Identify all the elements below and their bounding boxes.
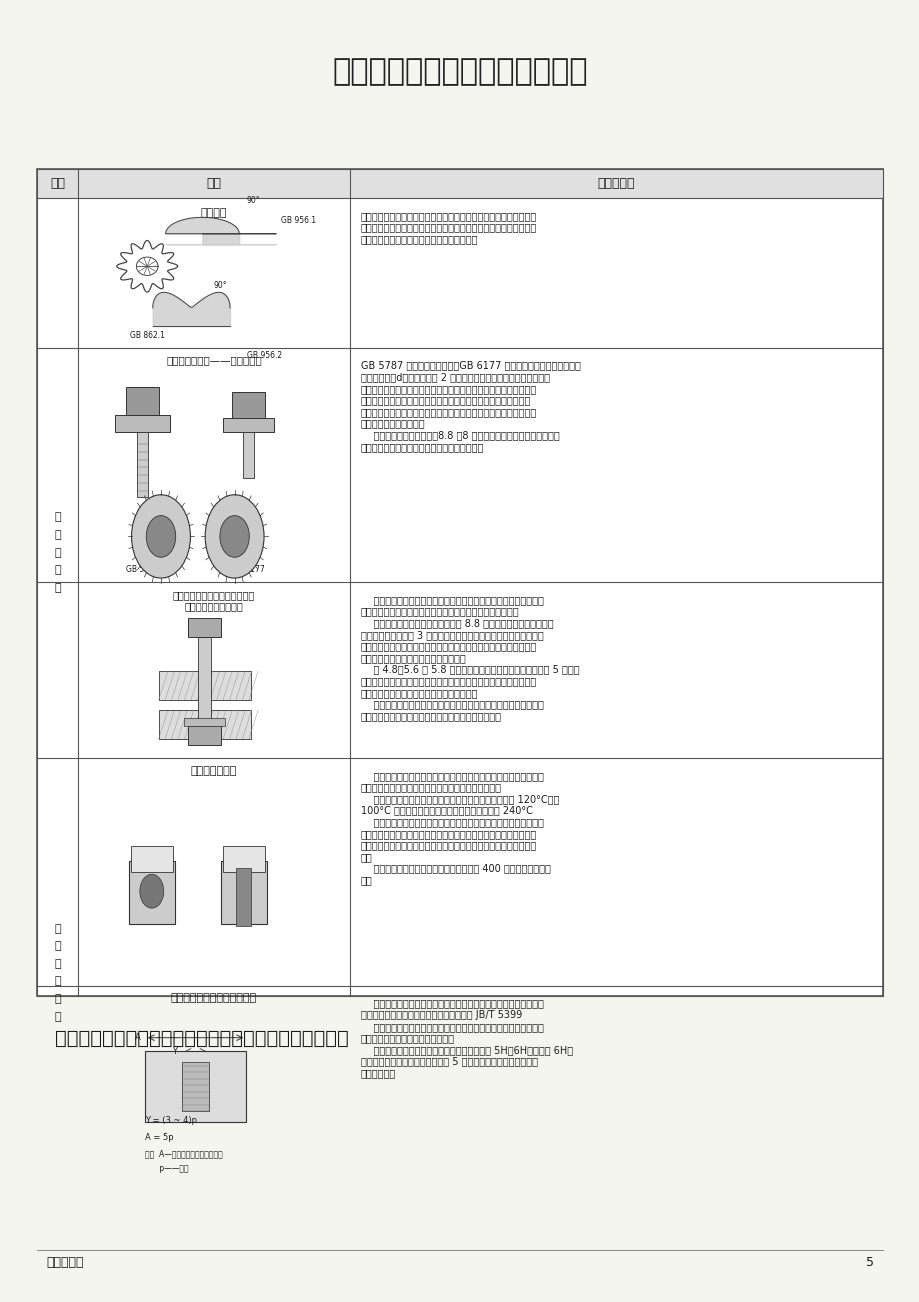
FancyBboxPatch shape — [37, 169, 882, 996]
Text: 防松元件的使用可能使耗紧力出现较大的损失，则摩紧力的损失，
又增加了松脚的可能，所以，在一定条件下可以省略防松元件
    在耗栓承受轴向载荷的条件下，对 8.: 防松元件的使用可能使耗紧力出现较大的损失，则摩紧力的损失， 又增加了松脚的可能，… — [360, 595, 579, 721]
FancyBboxPatch shape — [221, 862, 267, 924]
Circle shape — [146, 516, 176, 557]
Text: GB 862.1: GB 862.1 — [130, 331, 165, 340]
FancyBboxPatch shape — [188, 727, 221, 745]
Text: Y: Y — [172, 1047, 177, 1056]
Text: 90°: 90° — [214, 281, 227, 290]
FancyBboxPatch shape — [145, 1051, 246, 1122]
Text: 六角法兰面型式——大耗紧元件: 六角法兰面型式——大耗紧元件 — [165, 355, 262, 366]
Text: 锁紧部分是装装在耗母体上，没有内耗纹的尼龙圈，当外耗纹件打
人后，由于尼龙材料较好的弹性产生锁紧力，达到锁紧
    该类耗件由于尼龙燕点的限制，能耐高工作温度: 锁紧部分是装装在耗母体上，没有内耗纹的尼龙圈，当外耗纹件打 人后，由于尼龙材料较… — [360, 771, 559, 885]
Text: p——耗距: p——耗距 — [145, 1164, 188, 1173]
Text: 带尼龙嵌件的锁紧耗栓成耗钉: 带尼龙嵌件的锁紧耗栓成耗钉 — [171, 993, 256, 1004]
FancyBboxPatch shape — [188, 618, 221, 638]
FancyBboxPatch shape — [199, 638, 211, 729]
Circle shape — [205, 495, 264, 578]
FancyBboxPatch shape — [115, 415, 170, 432]
Text: GB 6177: GB 6177 — [232, 565, 265, 574]
FancyBboxPatch shape — [182, 1062, 210, 1112]
FancyBboxPatch shape — [126, 387, 159, 415]
FancyBboxPatch shape — [130, 846, 173, 872]
Text: 自

自

装

转

型: 自 自 装 转 型 — [54, 513, 61, 592]
FancyBboxPatch shape — [236, 868, 251, 927]
Circle shape — [131, 495, 190, 578]
Text: 本文仅供参考，页眉页脚可删除: 本文仅供参考，页眉页脚可删除 — [332, 57, 587, 86]
Text: A: A — [134, 1034, 141, 1042]
FancyBboxPatch shape — [37, 169, 882, 198]
Text: 弹性庸圈: 弹性庸圈 — [200, 208, 227, 219]
Text: 5: 5 — [865, 1256, 873, 1269]
FancyBboxPatch shape — [232, 392, 265, 418]
FancyBboxPatch shape — [129, 862, 175, 924]
Text: 仅供参考！: 仅供参考！ — [46, 1256, 84, 1269]
FancyBboxPatch shape — [243, 432, 254, 478]
Text: Y = (3 ~ 4)p: Y = (3 ~ 4)p — [145, 1116, 197, 1125]
Text: GB 956.1: GB 956.1 — [280, 216, 315, 225]
Text: 特点及应用: 特点及应用 — [597, 177, 634, 190]
FancyBboxPatch shape — [184, 719, 225, 727]
FancyBboxPatch shape — [158, 672, 250, 700]
Text: 结构: 结构 — [206, 177, 221, 190]
Text: 式中  A—有效力矩部分的轴向长度: 式中 A—有效力矩部分的轴向长度 — [145, 1150, 222, 1159]
Text: 类型: 类型 — [50, 177, 65, 190]
FancyBboxPatch shape — [222, 418, 274, 432]
Text: 标准六角头耗栓与耗母采用或省
略防松元件的备考条件: 标准六角头耗栓与耗母采用或省 略防松元件的备考条件 — [173, 590, 255, 612]
Text: 有

摩

擦

力

弹

型: 有 摩 擦 力 弹 型 — [54, 923, 61, 1022]
Text: 内凹的，适用于射头角才小、较小的，如开槽圆柱头耗钉；还常用于
凸外耗成防止轴向抛持等有底求的联合，加圈发坐槽，并在的阻挡形
处于较大力管的部位，可获得最大的止透: 内凹的，适用于射头角才小、较小的，如开槽圆柱头耗钉；还常用于 凸外耗成防止轴向抛… — [360, 211, 537, 243]
FancyBboxPatch shape — [137, 432, 148, 497]
Text: 90°: 90° — [246, 197, 259, 206]
Text: 锁紧部分是尼龙件，其尺寸与安装位置都影响锁紧性能，一般标准
规定的安装位置如图所示，详细尺寸可参见 JB/T 5399
    该锁紧方式适用于非标准耗母或机体: 锁紧部分是尼龙件，其尺寸与安装位置都影响锁紧性能，一般标准 规定的安装位置如图所… — [360, 999, 573, 1078]
FancyBboxPatch shape — [158, 711, 250, 740]
FancyBboxPatch shape — [222, 846, 265, 872]
Text: A = 5p: A = 5p — [145, 1133, 174, 1142]
Circle shape — [220, 516, 249, 557]
Text: 尼龙圈锁紧耗母: 尼龙圈锁紧耗母 — [190, 766, 237, 776]
Text: GB 956.2: GB 956.2 — [247, 352, 282, 359]
Text: GB 5787 等六角法兰面耗栓，GB 6177 六角法兰圆耗母，具有加大的
支承面直径（d。足够成大于 2 倍的耗纹直径），在一定的摩紧力作用
下，可获得足够: GB 5787 等六角法兰面耗栓，GB 6177 六角法兰圆耗母，具有加大的 支… — [360, 361, 580, 452]
Text: 在常见的耗母放松结构中，还有很多禁忠。如下图所示：: 在常见的耗母放松结构中，还有很多禁忠。如下图所示： — [55, 1029, 348, 1048]
Text: GB 5787: GB 5787 — [126, 565, 159, 574]
Circle shape — [140, 875, 164, 909]
